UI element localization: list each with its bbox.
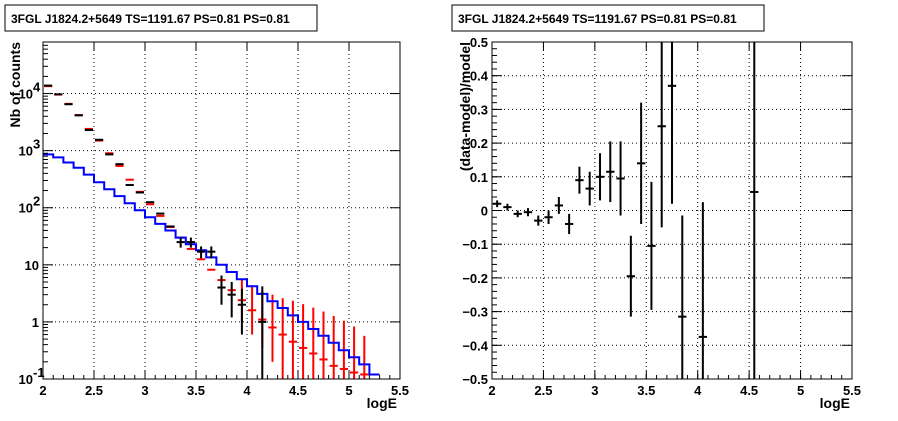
right-y-tick-label: −0.5: [462, 372, 488, 387]
right-x-tick-label: 2: [488, 383, 495, 398]
right-y-tick-label: 0.4: [470, 69, 489, 84]
right-panel: 3FGL J1824.2+5649 TS=1191.67 PS=0.81 PS=…: [451, 4, 861, 411]
left-x-tick-label: 4.5: [289, 383, 307, 398]
left-y-tick-label: 10: [19, 144, 33, 159]
left-x-tick-label: 5: [345, 383, 352, 398]
left-x-tick-label: 3.5: [187, 383, 205, 398]
left-frame: [42, 41, 401, 380]
left-y-tick-exponent: 4: [33, 80, 41, 95]
left-x-tick-label: 4: [243, 383, 251, 398]
left-y-tick-exponent: -1: [33, 365, 45, 380]
right-x-tick-label: 3.5: [637, 383, 655, 398]
right-y-tick-label: 0.1: [470, 170, 488, 185]
right-title: 3FGL J1824.2+5649 TS=1191.67 PS=0.81 PS=…: [458, 12, 737, 26]
right-title-box: [451, 4, 765, 32]
left-x-tick-label: 2: [39, 383, 46, 398]
left-x-tick-label: 2.5: [85, 383, 103, 398]
left-grid: [43, 42, 400, 379]
left-y-tick-label: 10: [25, 258, 39, 273]
right-x-tick-label: 2.5: [534, 383, 552, 398]
left-y-tick-label: 10: [19, 201, 33, 216]
left-y-tick-label: 10: [19, 372, 33, 387]
right-y-tick-label: −0.1: [462, 237, 488, 252]
right-x-tick-label: 4.5: [740, 383, 758, 398]
right-x-tick-label: 4: [694, 383, 702, 398]
right-x-axis-label: logE: [820, 395, 850, 411]
left-y-tick-label: 1: [32, 315, 39, 330]
right-y-tick-label: 0.2: [470, 136, 488, 151]
left-x-axis-label: logE: [367, 395, 397, 411]
right-y-tick-label: 0.3: [470, 102, 488, 117]
left-y-tick-label: 10: [19, 87, 33, 102]
right-ticks: 2 2.5 3 3.5 4 4.5 5 5.5 −0.5 −0.4 −0.3 −0.2 −0.1 0 0.1…: [462, 35, 861, 398]
right-y-axis-label: (data-model)/model: [457, 42, 473, 171]
left-title: 3FGL J1824.2+5649 TS=1191.67 PS=0.81 PS=…: [11, 12, 290, 26]
right-x-tick-label: 3: [591, 383, 598, 398]
left-y-tick-exponent: 2: [33, 194, 40, 209]
left-plot-area: [43, 84, 380, 379]
left-title-box: [4, 4, 318, 32]
right-x-tick-label: 5.5: [843, 383, 861, 398]
left-x-tick-label: 3: [141, 383, 148, 398]
right-y-tick-label: 0.5: [470, 35, 488, 50]
left-y-tick-exponent: 3: [33, 137, 40, 152]
right-y-tick-label: 0: [481, 204, 488, 219]
left-panel: 3FGL J1824.2+5649 TS=1191.67 PS=0.81 PS=…: [4, 4, 409, 411]
right-y-tick-label: −0.3: [462, 305, 488, 320]
left-y-axis-label: Nb of counts: [7, 42, 23, 128]
right-plot-area: [493, 42, 759, 379]
right-y-tick-label: −0.2: [462, 271, 488, 286]
right-y-tick-label: −0.4: [462, 338, 488, 353]
right-x-tick-label: 5: [797, 383, 804, 398]
left-x-tick-label: 5.5: [391, 383, 409, 398]
